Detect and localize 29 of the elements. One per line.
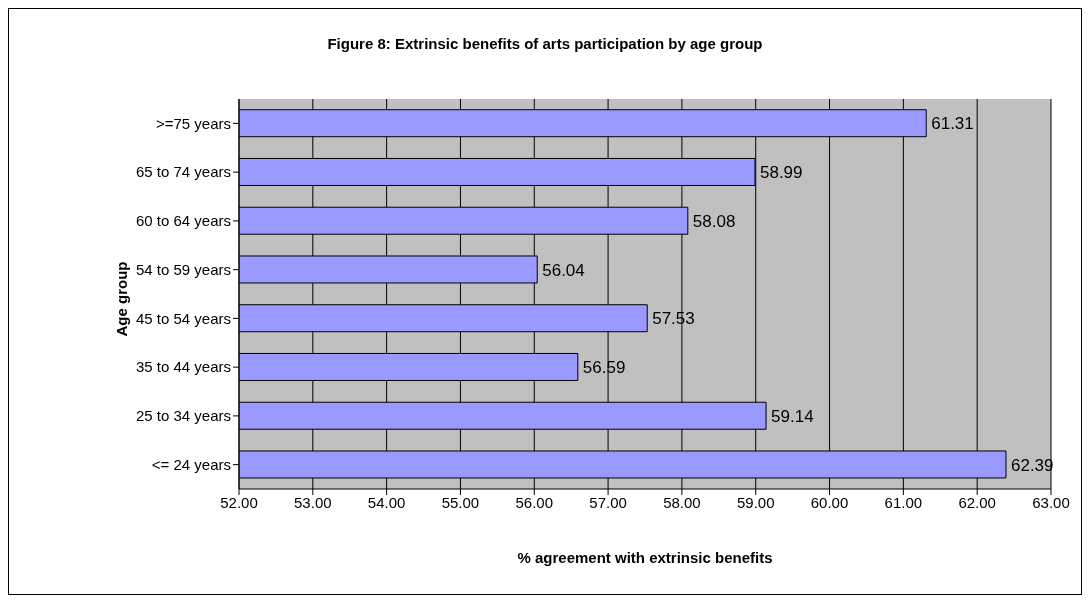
y-tick-label: 45 to 54 years — [135, 309, 231, 327]
x-tick-label: 62.00 — [958, 493, 996, 511]
x-tick-label: 55.00 — [441, 493, 480, 511]
x-tick-label: 59.00 — [736, 493, 775, 511]
data-label: 58.99 — [759, 163, 803, 183]
x-axis-title: % agreement with extrinsic benefits — [516, 549, 774, 566]
x-tick-label: 53.00 — [294, 493, 332, 511]
x-tick-label: 61.00 — [884, 493, 923, 511]
y-tick-label: >=75 years — [155, 114, 231, 132]
y-tick-label: 54 to 59 years — [135, 260, 231, 278]
x-tick-label: 57.00 — [589, 493, 627, 511]
data-label: 59.14 — [771, 406, 814, 426]
data-label: 56.04 — [542, 260, 585, 280]
chart-title: Figure 8: Extrinsic benefits of arts participation by age group — [326, 35, 764, 52]
data-label: 61.31 — [931, 114, 974, 134]
y-tick-label: 60 to 64 years — [135, 212, 231, 230]
x-tick-label: 54.00 — [367, 493, 406, 511]
y-tick-label: 25 to 34 years — [135, 407, 231, 425]
y-tick-label: 65 to 74 years — [135, 163, 231, 181]
data-label: 58.08 — [692, 211, 736, 231]
x-tick-label: 58.00 — [663, 493, 701, 511]
x-tick-label: 60.00 — [810, 493, 849, 511]
x-tick-label: 63.00 — [1032, 493, 1070, 511]
data-label: 62.39 — [1010, 455, 1054, 475]
y-tick-label: 35 to 44 years — [135, 358, 231, 376]
x-tick-label: 52.00 — [220, 493, 258, 511]
y-axis-title: Age group — [112, 261, 130, 337]
y-tick-label: <= 24 years — [151, 455, 231, 473]
x-tick-label: 56.00 — [515, 493, 554, 511]
